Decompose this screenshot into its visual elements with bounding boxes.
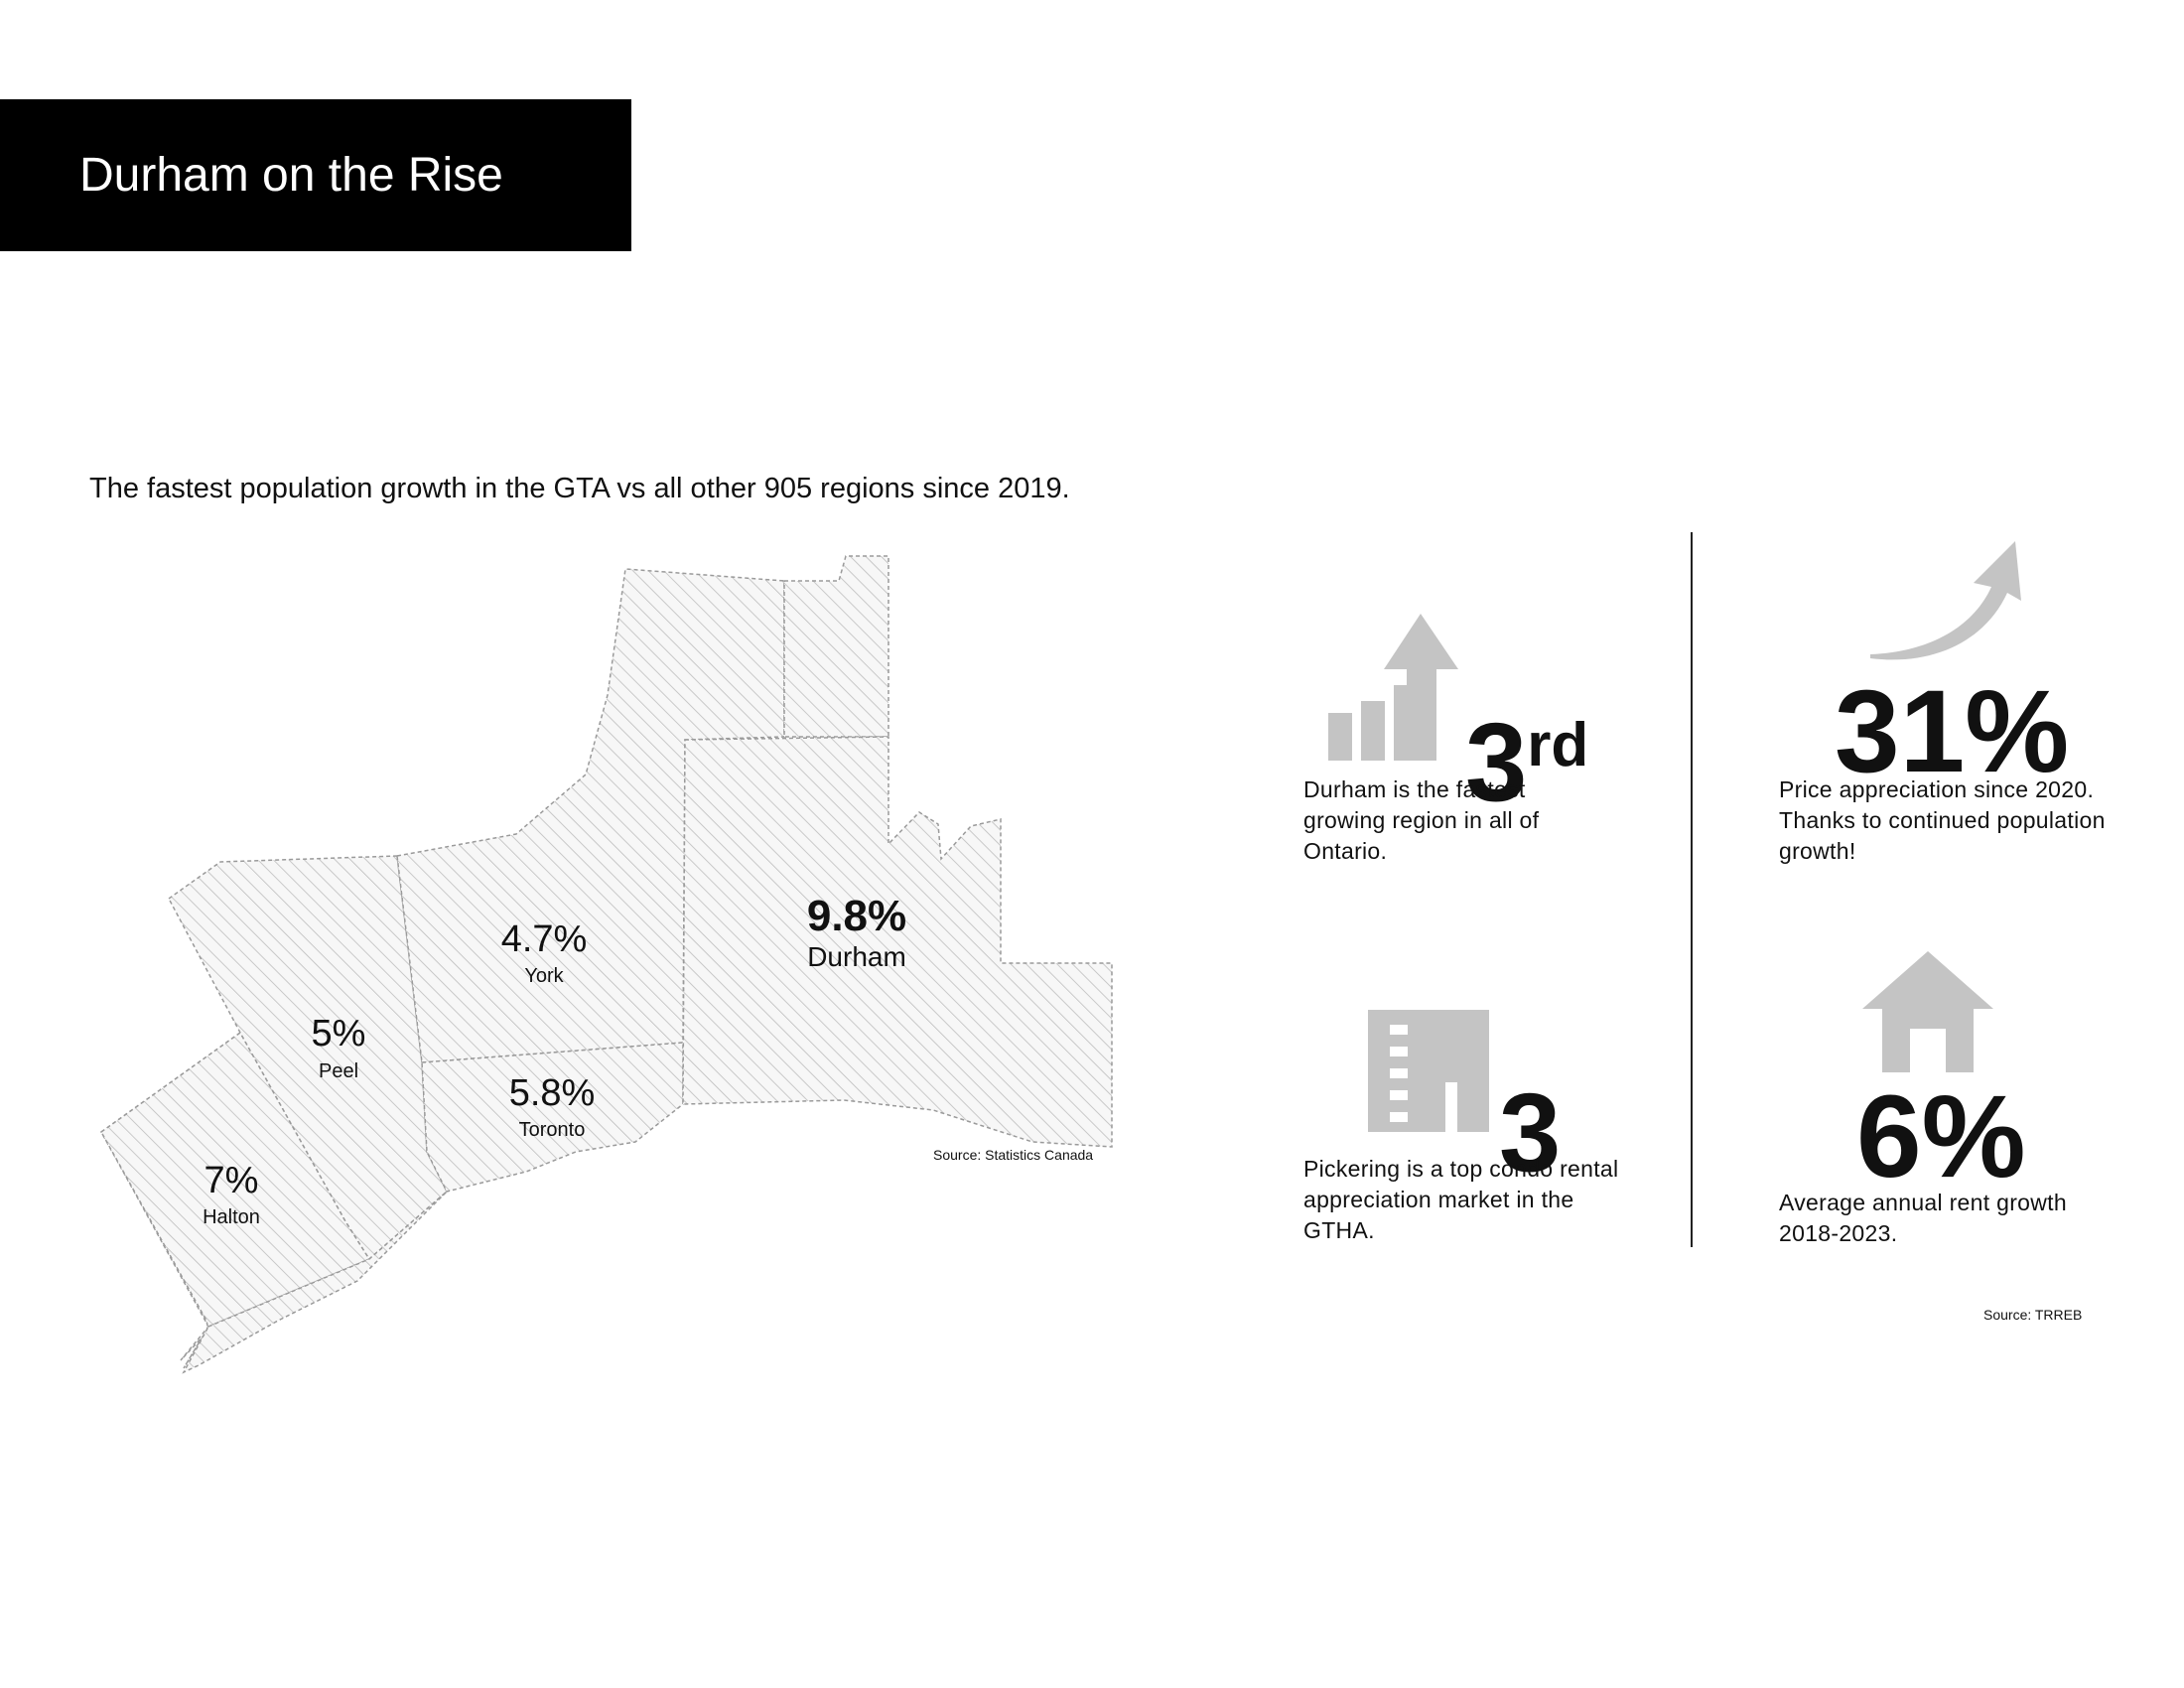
- page-title: Durham on the Rise: [79, 149, 503, 202]
- gta-region-map: [100, 555, 1113, 1374]
- toronto-label: Toronto: [518, 1119, 586, 1141]
- durham-growth-pct: 9.8%: [806, 892, 907, 940]
- durham-label: Durham: [807, 941, 906, 972]
- halton-label: Halton: [203, 1206, 260, 1228]
- peel-label: Peel: [318, 1060, 359, 1082]
- toronto-growth-pct: 5.8%: [508, 1072, 596, 1114]
- pickering-stat: 3: [1499, 1070, 1562, 1195]
- map-region-durham: [682, 736, 1113, 1148]
- page-title-bar: Durham on the Rise: [0, 99, 631, 251]
- halton-growth-pct: 7%: [204, 1160, 259, 1201]
- price-stat: 31%: [1835, 666, 2070, 797]
- york-label: York: [524, 965, 564, 987]
- york-growth-pct: 4.7%: [500, 918, 588, 960]
- peel-growth-pct: 5%: [311, 1013, 366, 1055]
- condo-building-icon: [1368, 1010, 1489, 1132]
- rank-description: Durham is the fastest growing region in …: [1303, 776, 1540, 864]
- trend-arrow-icon: [1870, 541, 2021, 660]
- house-icon: [1862, 951, 1993, 1072]
- rank-suffix: rd: [1527, 711, 1589, 779]
- bar-growth-arrow-icon: [1328, 614, 1458, 761]
- map-source: Source: Statistics Canada: [933, 1147, 1094, 1163]
- rent-description: Average annual rent growth 2018-2023.: [1779, 1190, 2067, 1246]
- map-region-halton-south: [182, 1191, 448, 1374]
- price-description: Price appreciation since 2020. Thanks to…: [1779, 776, 2106, 864]
- stats-source: Source: TRREB: [1983, 1307, 2083, 1323]
- pickering-description: Pickering is a top condo rental apprecia…: [1303, 1156, 1619, 1243]
- rank-value: 3: [1465, 700, 1528, 824]
- map-region-toronto: [421, 1042, 684, 1193]
- stats-divider: [1691, 532, 1693, 1247]
- rank-stat: 3rd: [1465, 707, 1588, 818]
- map-region-north-york-strip: [783, 555, 889, 738]
- rent-stat: 6%: [1856, 1071, 2026, 1202]
- map-subtitle: The fastest population growth in the GTA…: [89, 473, 1070, 504]
